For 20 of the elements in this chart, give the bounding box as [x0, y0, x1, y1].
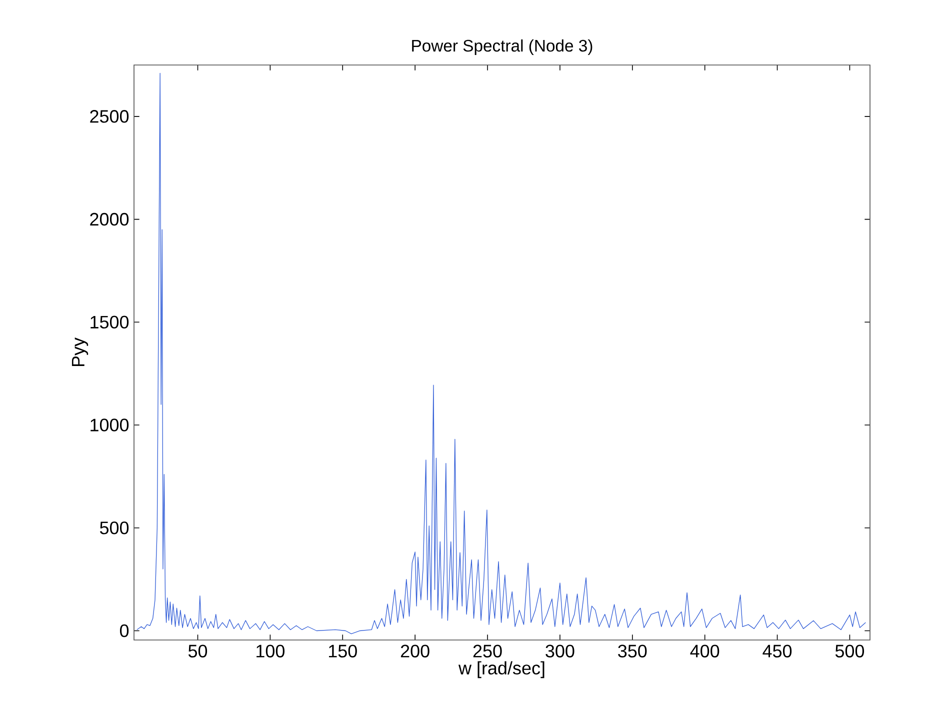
x-tick-label: 100: [256, 644, 284, 658]
y-axis-title: Pyy: [72, 338, 88, 366]
y-tick-label: 2500: [90, 110, 129, 123]
y-tick-label: 1500: [90, 316, 129, 329]
y-tick-label: 0: [120, 624, 129, 638]
chart-title: Power Spectral (Node 3): [412, 39, 592, 55]
x-tick-label: 150: [328, 644, 357, 658]
y-tick-label: 500: [100, 522, 129, 534]
x-tick-label: 500: [835, 644, 864, 658]
x-tick-label: 300: [546, 644, 574, 658]
x-tick-label: 250: [473, 644, 502, 658]
y-tick-label: 2000: [90, 212, 129, 226]
x-tick-label: 50: [188, 644, 208, 658]
x-tick-label: 400: [690, 644, 720, 658]
line-series: [136, 72, 866, 634]
x-tick-label: 450: [762, 644, 792, 658]
x-axis-title: w [rad/sec]: [458, 661, 544, 678]
x-tick-label: 200: [400, 644, 430, 658]
y-tick-label: 1000: [90, 418, 129, 432]
x-tick-label: 350: [618, 644, 647, 658]
